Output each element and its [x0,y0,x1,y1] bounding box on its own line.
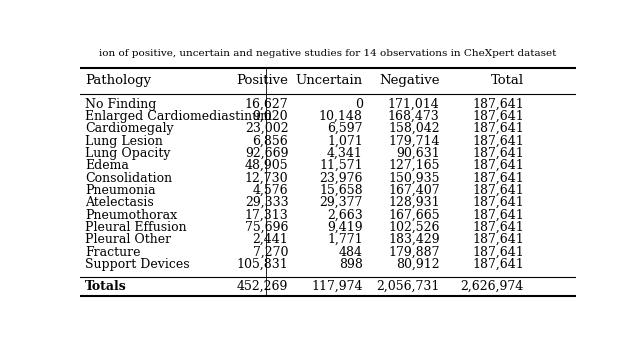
Text: Pneumonia: Pneumonia [85,184,156,197]
Text: 150,935: 150,935 [388,171,440,184]
Text: 7,270: 7,270 [253,246,288,258]
Text: Consolidation: Consolidation [85,171,172,184]
Text: ion of positive, uncertain and negative studies for 14 observations in CheXpert : ion of positive, uncertain and negative … [99,49,557,58]
Text: 75,696: 75,696 [245,221,288,234]
Text: 128,931: 128,931 [388,196,440,209]
Text: 102,526: 102,526 [388,221,440,234]
Text: 167,665: 167,665 [388,208,440,221]
Text: 9,020: 9,020 [253,110,288,123]
Text: 484: 484 [339,246,363,258]
Text: 179,887: 179,887 [388,246,440,258]
Text: 12,730: 12,730 [244,171,288,184]
Text: Lung Lesion: Lung Lesion [85,134,163,147]
Text: 2,663: 2,663 [327,208,363,221]
Text: 187,641: 187,641 [472,159,524,172]
Text: 80,912: 80,912 [396,258,440,271]
Text: 15,658: 15,658 [319,184,363,197]
Text: Pleural Effusion: Pleural Effusion [85,221,187,234]
Text: 179,714: 179,714 [388,134,440,147]
Text: Pneumothorax: Pneumothorax [85,208,177,221]
Text: 6,597: 6,597 [327,122,363,135]
Text: 898: 898 [339,258,363,271]
Text: 2,056,731: 2,056,731 [376,280,440,293]
Text: 171,014: 171,014 [388,98,440,111]
Text: 187,641: 187,641 [472,110,524,123]
Text: 158,042: 158,042 [388,122,440,135]
Text: Support Devices: Support Devices [85,258,189,271]
Text: 187,641: 187,641 [472,171,524,184]
Text: 187,641: 187,641 [472,184,524,197]
Text: 452,269: 452,269 [237,280,288,293]
Text: Edema: Edema [85,159,129,172]
Text: 1,071: 1,071 [327,134,363,147]
Text: Pleural Other: Pleural Other [85,233,171,246]
Text: Negative: Negative [379,74,440,87]
Text: 11,571: 11,571 [319,159,363,172]
Text: 187,641: 187,641 [472,134,524,147]
Text: Lung Opacity: Lung Opacity [85,147,170,160]
Text: 2,626,974: 2,626,974 [461,280,524,293]
Text: 29,377: 29,377 [319,196,363,209]
Text: 2,441: 2,441 [253,233,288,246]
Text: 23,002: 23,002 [244,122,288,135]
Text: 183,429: 183,429 [388,233,440,246]
Text: 90,631: 90,631 [396,147,440,160]
Text: 0: 0 [355,98,363,111]
Text: Pathology: Pathology [85,74,151,87]
Text: 168,473: 168,473 [388,110,440,123]
Text: 187,641: 187,641 [472,122,524,135]
Text: 117,974: 117,974 [311,280,363,293]
Text: 105,831: 105,831 [237,258,288,271]
Text: 187,641: 187,641 [472,147,524,160]
Text: Total: Total [491,74,524,87]
Text: 187,641: 187,641 [472,258,524,271]
Text: 1,771: 1,771 [327,233,363,246]
Text: 187,641: 187,641 [472,233,524,246]
Text: 6,856: 6,856 [253,134,288,147]
Text: Cardiomegaly: Cardiomegaly [85,122,173,135]
Text: 48,905: 48,905 [244,159,288,172]
Text: Atelectasis: Atelectasis [85,196,154,209]
Text: 10,148: 10,148 [319,110,363,123]
Text: 29,333: 29,333 [244,196,288,209]
Text: 187,641: 187,641 [472,208,524,221]
Text: Positive: Positive [236,74,288,87]
Text: 17,313: 17,313 [244,208,288,221]
Text: 92,669: 92,669 [245,147,288,160]
Text: 187,641: 187,641 [472,196,524,209]
Text: 187,641: 187,641 [472,221,524,234]
Text: 187,641: 187,641 [472,98,524,111]
Text: 4,576: 4,576 [253,184,288,197]
Text: Uncertain: Uncertain [296,74,363,87]
Text: Fracture: Fracture [85,246,140,258]
Text: 16,627: 16,627 [244,98,288,111]
Text: Totals: Totals [85,280,127,293]
Text: No Finding: No Finding [85,98,156,111]
Text: 167,407: 167,407 [388,184,440,197]
Text: 187,641: 187,641 [472,246,524,258]
Text: 9,419: 9,419 [327,221,363,234]
Text: 23,976: 23,976 [319,171,363,184]
Text: 127,165: 127,165 [388,159,440,172]
Text: Enlarged Cardiomediastinum: Enlarged Cardiomediastinum [85,110,272,123]
Text: 4,341: 4,341 [327,147,363,160]
